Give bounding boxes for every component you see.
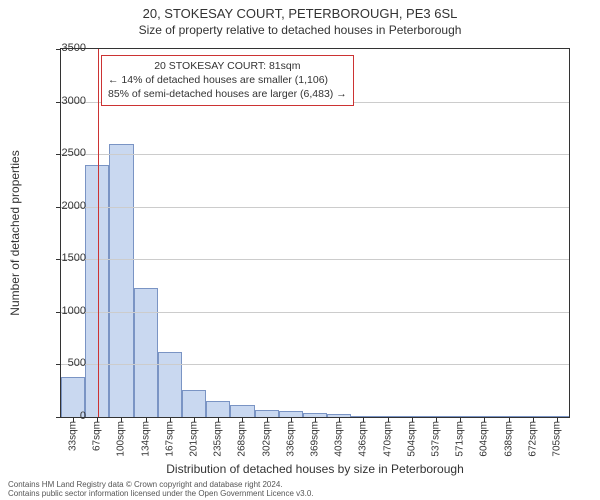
annotation-line2: ← 14% of detached houses are smaller (1,… (108, 73, 347, 87)
xtick-label: 336sqm (285, 417, 296, 457)
y-axis-label: Number of detached properties (8, 48, 22, 418)
histogram-bar (109, 144, 133, 417)
xtick-label: 33sqm (68, 417, 79, 451)
xtick-label: 672sqm (527, 417, 538, 457)
footer-line1: Contains HM Land Registry data © Crown c… (8, 480, 314, 489)
xtick-label: 403sqm (334, 417, 345, 457)
gridline (61, 154, 569, 155)
chart-title: 20, STOKESAY COURT, PETERBOROUGH, PE3 6S… (0, 0, 600, 21)
xtick-label: 134sqm (140, 417, 151, 457)
histogram-bar (206, 401, 230, 417)
xtick-label: 167sqm (164, 417, 175, 457)
histogram-bar (182, 390, 206, 417)
xtick-label: 67sqm (92, 417, 103, 451)
xtick-label: 470sqm (382, 417, 393, 457)
footer-line2: Contains public sector information licen… (8, 489, 314, 498)
xtick-label: 268sqm (237, 417, 248, 457)
histogram-bar (134, 288, 158, 417)
ytick-label: 3500 (46, 42, 86, 54)
xtick-label: 369sqm (310, 417, 321, 457)
xtick-label: 302sqm (261, 417, 272, 457)
property-marker-line (98, 49, 99, 417)
xtick-label: 638sqm (503, 417, 514, 457)
gridline (61, 207, 569, 208)
histogram-bar (158, 352, 182, 417)
xtick-label: 571sqm (455, 417, 466, 457)
gridline (61, 259, 569, 260)
ytick-label: 1500 (46, 252, 86, 264)
plot-area: 33sqm67sqm100sqm134sqm167sqm201sqm235sqm… (60, 48, 570, 418)
xtick-label: 100sqm (116, 417, 127, 457)
xtick-label: 235sqm (213, 417, 224, 457)
xtick-label: 504sqm (406, 417, 417, 457)
gridline (61, 312, 569, 313)
xtick-label: 436sqm (358, 417, 369, 457)
xtick-label: 705sqm (551, 417, 562, 457)
annotation-line1: 20 STOKESAY COURT: 81sqm (108, 59, 347, 73)
ytick-label: 500 (46, 357, 86, 369)
annotation-line3: 85% of semi-detached houses are larger (… (108, 87, 347, 101)
histogram-bar (230, 405, 254, 417)
xtick-label: 604sqm (479, 417, 490, 457)
xtick-label: 201sqm (189, 417, 200, 457)
footer-text: Contains HM Land Registry data © Crown c… (8, 480, 314, 498)
annotation-box: 20 STOKESAY COURT: 81sqm ← 14% of detach… (101, 55, 354, 106)
ytick-label: 1000 (46, 305, 86, 317)
chart-container: { "title": "20, STOKESAY COURT, PETERBOR… (0, 0, 600, 500)
ytick-label: 2500 (46, 147, 86, 159)
xtick-label: 537sqm (430, 417, 441, 457)
ytick-label: 2000 (46, 200, 86, 212)
ytick-label: 3000 (46, 95, 86, 107)
chart-subtitle: Size of property relative to detached ho… (0, 21, 600, 37)
x-axis-label: Distribution of detached houses by size … (60, 462, 570, 476)
ytick-label: 0 (46, 410, 86, 422)
histogram-bar (255, 410, 279, 417)
gridline (61, 364, 569, 365)
